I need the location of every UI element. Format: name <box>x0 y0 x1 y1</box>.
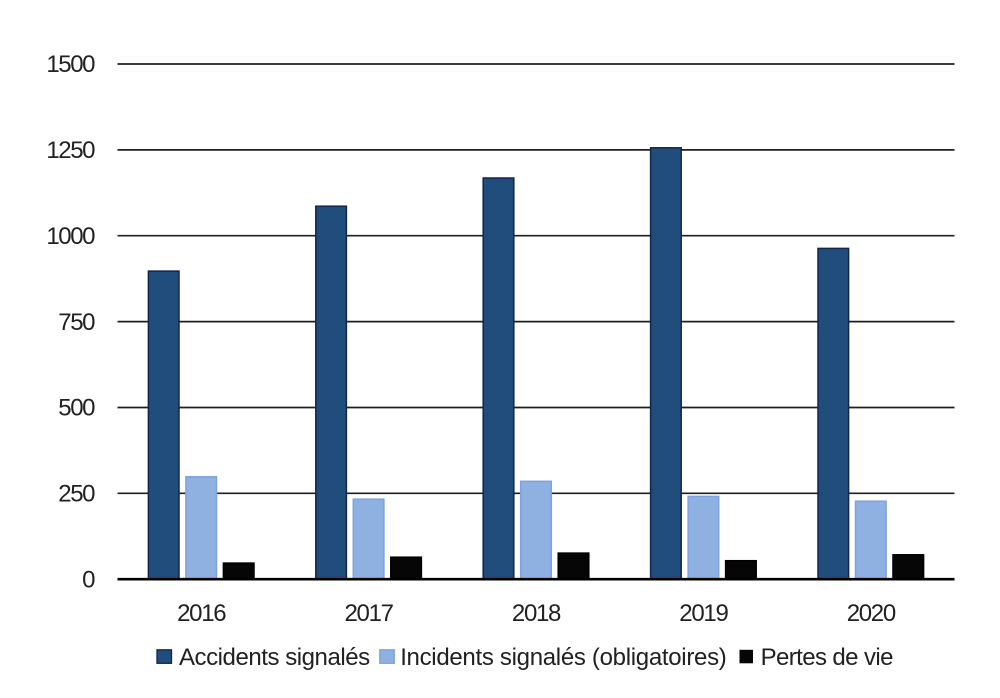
svg-text:0: 0 <box>82 566 95 593</box>
svg-text:2018: 2018 <box>512 600 561 627</box>
svg-text:1500: 1500 <box>46 51 95 78</box>
svg-text:2020: 2020 <box>847 600 896 627</box>
svg-text:1250: 1250 <box>46 137 95 164</box>
svg-text:Accidents signalés: Accidents signalés <box>179 644 370 671</box>
svg-text:750: 750 <box>58 309 95 336</box>
svg-text:1000: 1000 <box>46 223 95 250</box>
svg-text:2019: 2019 <box>679 600 728 627</box>
svg-text:2016: 2016 <box>177 600 226 627</box>
svg-text:250: 250 <box>58 481 95 508</box>
svg-text:500: 500 <box>58 395 95 422</box>
svg-text:2017: 2017 <box>344 600 393 627</box>
svg-text:Pertes de vie: Pertes de vie <box>761 644 894 671</box>
svg-text:Incidents signalés (obligatoir: Incidents signalés (obligatoires) <box>400 644 726 671</box>
